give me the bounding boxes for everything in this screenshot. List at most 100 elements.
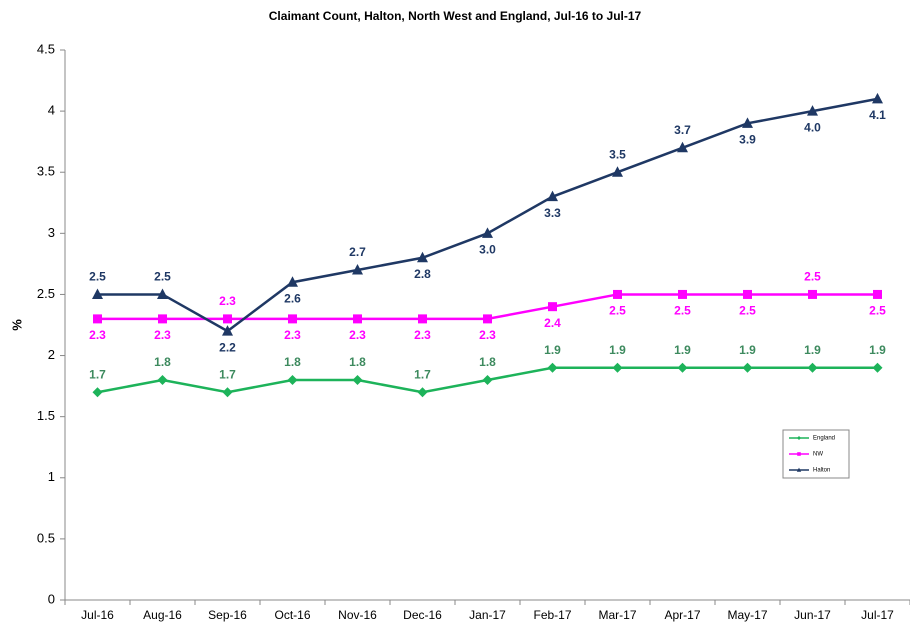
point (742, 362, 753, 373)
point (797, 452, 801, 456)
x-tick-label: Jan-17 (469, 608, 506, 622)
data-label: 1.9 (739, 343, 756, 357)
data-label: 2.6 (284, 291, 301, 305)
point (418, 314, 427, 324)
y-tick-label: 0 (48, 591, 55, 606)
x-tick-label: Feb-17 (533, 608, 571, 622)
data-label: 2.5 (739, 304, 756, 318)
data-label: 1.8 (349, 355, 366, 369)
y-tick-label: 3.5 (37, 164, 55, 179)
data-label: 4.1 (869, 108, 886, 122)
data-label: 2.3 (154, 328, 171, 342)
data-label: 1.7 (414, 367, 431, 381)
data-label: 1.8 (284, 355, 301, 369)
data-label: 3.7 (674, 123, 691, 137)
point (158, 314, 167, 324)
y-tick-label: 2 (48, 347, 55, 362)
data-label: 2.2 (219, 340, 236, 354)
legend: England NW Halton (782, 429, 850, 479)
data-label: 4.0 (804, 120, 821, 134)
data-label: 2.5 (804, 270, 821, 284)
point (548, 302, 557, 312)
point (353, 314, 362, 324)
point (417, 387, 428, 398)
point (482, 227, 493, 238)
point (93, 314, 102, 324)
data-label: 2.5 (154, 270, 171, 284)
point (677, 362, 688, 373)
point (287, 276, 298, 287)
legend-label: NW (813, 452, 823, 458)
y-tick-label: 2.5 (37, 286, 55, 301)
point (483, 314, 492, 324)
x-tick-label: Jun-17 (794, 608, 831, 622)
point (157, 375, 168, 385)
point (808, 289, 817, 299)
point (222, 325, 233, 336)
point (222, 387, 233, 398)
x-tick-label: Aug-16 (143, 608, 182, 622)
point (678, 289, 687, 299)
y-tick-label: 0.5 (37, 530, 55, 545)
point (677, 141, 688, 153)
y-tick-label: 4.5 (37, 41, 55, 56)
point (612, 166, 623, 177)
data-label: 1.9 (544, 343, 561, 357)
data-label: 3.0 (479, 243, 496, 257)
data-label: 1.9 (609, 343, 626, 357)
data-label: 1.9 (804, 343, 821, 357)
y-tick-label: 1.5 (37, 408, 55, 423)
point (873, 289, 882, 299)
data-label: 2.3 (349, 328, 366, 342)
point (796, 467, 802, 472)
y-tick-label: 1 (48, 469, 55, 484)
y-tick-label: 3 (48, 225, 55, 240)
y-tick-label: 4 (48, 103, 55, 118)
x-tick-label: Apr-17 (664, 608, 700, 622)
data-label: 2.7 (349, 245, 366, 259)
point (872, 92, 883, 104)
data-label: 1.8 (479, 355, 496, 369)
data-label: 2.8 (414, 267, 431, 281)
point (872, 362, 883, 373)
point (223, 314, 232, 324)
data-label: 3.3 (544, 206, 561, 220)
data-label: 2.3 (219, 294, 236, 308)
data-label: 3.9 (739, 133, 756, 147)
data-label: 2.5 (869, 304, 886, 318)
data-label: 1.7 (219, 367, 236, 381)
point (807, 105, 818, 116)
data-label: 2.3 (89, 328, 106, 342)
data-label: 2.5 (609, 304, 626, 318)
data-label: 2.5 (674, 304, 691, 318)
legend-label: Halton (813, 468, 830, 474)
point (547, 190, 558, 202)
x-tick-label: Sep-16 (208, 608, 247, 622)
legend-label: England (813, 436, 835, 442)
data-label: 1.8 (154, 355, 171, 369)
point (743, 289, 752, 299)
point (92, 288, 103, 299)
point (92, 387, 103, 398)
point (417, 251, 428, 263)
data-label: 2.3 (284, 328, 301, 342)
data-label: 3.5 (609, 147, 626, 161)
point (807, 362, 818, 373)
x-tick-label: Mar-17 (598, 608, 636, 622)
point (352, 375, 363, 385)
point (797, 436, 801, 440)
point (612, 362, 623, 373)
x-tick-label: May-17 (727, 608, 767, 622)
point (157, 288, 168, 299)
data-label: 2.3 (479, 328, 496, 342)
point (287, 375, 298, 385)
x-tick-label: Oct-16 (274, 608, 310, 622)
data-label: 2.5 (89, 270, 106, 284)
series-line (97, 97, 878, 333)
chart-title: Claimant Count, Halton, North West and E… (269, 9, 642, 23)
point (352, 264, 363, 275)
x-tick-label: Jul-17 (861, 608, 894, 622)
x-tick-label: Jul-16 (81, 608, 114, 622)
point (547, 362, 558, 373)
